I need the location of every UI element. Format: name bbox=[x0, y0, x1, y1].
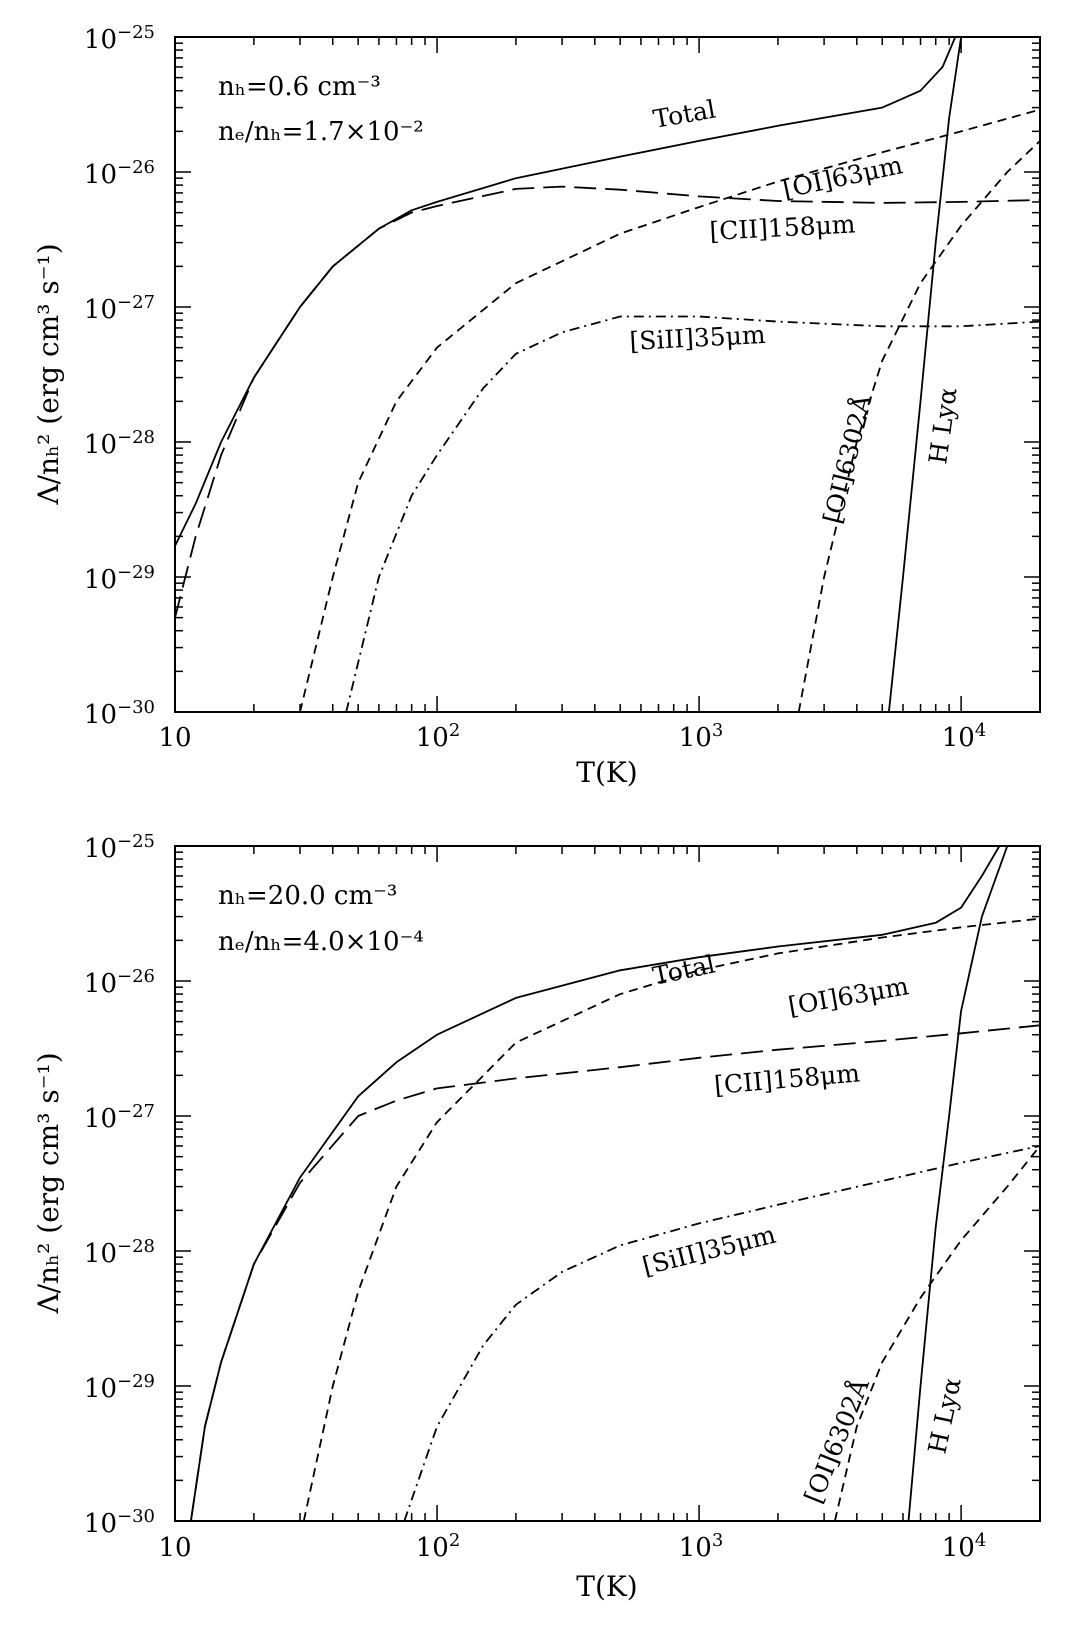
series-line-oi-6302 bbox=[834, 1145, 1040, 1521]
density-annotation: nₕ=20.0 cm⁻³ bbox=[218, 881, 397, 911]
y-tick-exp: −28 bbox=[117, 427, 155, 448]
y-tick-label: 10−26 bbox=[84, 966, 155, 1000]
series-line-siii-35-m bbox=[345, 315, 1040, 712]
x-tick-exp: 4 bbox=[975, 720, 986, 741]
curve-label-oi-63: [OI]63μm bbox=[780, 150, 905, 204]
y-tick-label: 10−27 bbox=[84, 1101, 155, 1135]
y-tick-label: 10−30 bbox=[84, 1506, 155, 1540]
curve-label-h-lya: H Lyα bbox=[923, 1375, 967, 1456]
plot-frame bbox=[174, 36, 1041, 713]
y-tick-exp: −26 bbox=[117, 966, 155, 987]
x-tick-exp: 3 bbox=[712, 1530, 723, 1551]
y-tick-exp: −29 bbox=[117, 1371, 155, 1392]
y-tick-exp: −25 bbox=[117, 831, 155, 852]
x-tick-exp: 4 bbox=[975, 1530, 986, 1551]
x-tick-exp: 2 bbox=[449, 720, 460, 741]
series-line-h-ly bbox=[907, 846, 1009, 1521]
y-tick-exp: −29 bbox=[117, 562, 155, 583]
axis-ticks bbox=[174, 36, 1041, 713]
curve-label-cii-158: [CII]158μm bbox=[709, 209, 857, 246]
y-tick-label: 10−27 bbox=[84, 292, 155, 326]
ionization-annotation: nₑ/nₕ=1.7×10⁻² bbox=[218, 117, 424, 147]
axis-ticks bbox=[174, 845, 1041, 1522]
curve-label-oi-6302: [OI]6302Å bbox=[798, 1373, 875, 1507]
y-axis-label: Λ/nₕ² (erg cm³ s⁻¹) bbox=[32, 243, 65, 505]
x-tick-label: 10 bbox=[158, 1533, 191, 1563]
x-tick-label: 104 bbox=[942, 720, 987, 754]
x-axis-label: T(K) bbox=[576, 756, 637, 789]
series-line-cii-158-m bbox=[190, 1024, 1040, 1521]
y-tick-exp: −25 bbox=[117, 22, 155, 43]
curve-label-oi-6302: [OI]6302Å bbox=[817, 391, 878, 527]
x-tick-exp: 3 bbox=[712, 720, 723, 741]
x-tick-exp: 2 bbox=[449, 1530, 460, 1551]
y-tick-exp: −27 bbox=[117, 292, 155, 313]
curve-label-cii-158: [CII]158μm bbox=[713, 1058, 861, 1100]
y-tick-label: 10−28 bbox=[84, 1236, 155, 1270]
curve-label-oi-63: [OI]63μm bbox=[786, 971, 911, 1021]
series-line-oi-63-m bbox=[302, 917, 1040, 1521]
x-axis-label: T(K) bbox=[576, 1570, 637, 1603]
y-tick-label: 10−25 bbox=[84, 22, 155, 56]
curves bbox=[190, 846, 1040, 1521]
curve-label-siii-35: [SiII]35μm bbox=[639, 1220, 778, 1281]
series-line-h-ly bbox=[888, 37, 962, 712]
y-axis-label: Λ/nₕ² (erg cm³ s⁻¹) bbox=[32, 1052, 65, 1314]
y-tick-label: 10−25 bbox=[84, 831, 155, 865]
y-tick-exp: −30 bbox=[117, 697, 155, 718]
y-tick-label: 10−29 bbox=[84, 1371, 155, 1405]
y-tick-exp: −30 bbox=[117, 1506, 155, 1527]
plot-frame bbox=[174, 845, 1041, 1522]
x-tick-label: 104 bbox=[942, 1530, 987, 1564]
density-annotation: nₕ=0.6 cm⁻³ bbox=[218, 72, 381, 102]
series-line-cii-158-m bbox=[175, 185, 1040, 618]
series-line-oi-6302 bbox=[797, 140, 1040, 712]
y-tick-exp: −28 bbox=[117, 1236, 155, 1257]
x-tick-label: 10 bbox=[158, 723, 191, 753]
y-tick-label: 10−29 bbox=[84, 562, 155, 596]
x-tick-label: 102 bbox=[416, 720, 461, 754]
x-tick-label: 103 bbox=[679, 1530, 724, 1564]
curve-label-total: Total bbox=[650, 949, 717, 990]
curve-label-h-lya: H Lyα bbox=[923, 386, 962, 466]
curve-label-siii-35: [SiII]35μm bbox=[629, 320, 767, 356]
top-panel: 10−25 10−26 10−27 10−28 10−29 10−30 10 1… bbox=[32, 22, 1041, 789]
series-line-total bbox=[175, 37, 957, 547]
curves bbox=[175, 37, 1040, 712]
series-line-siii-35-m bbox=[403, 1145, 1040, 1521]
x-tick-label: 103 bbox=[679, 720, 724, 754]
curve-label-total: Total bbox=[651, 94, 718, 133]
y-tick-label: 10−28 bbox=[84, 427, 155, 461]
y-tick-label: 10−26 bbox=[84, 157, 155, 191]
ionization-annotation: nₑ/nₕ=4.0×10⁻⁴ bbox=[218, 927, 424, 957]
y-tick-exp: −27 bbox=[117, 1101, 155, 1122]
y-tick-label: 10−30 bbox=[84, 697, 155, 731]
x-tick-label: 102 bbox=[416, 1530, 461, 1564]
series-line-oi-63-m bbox=[299, 108, 1040, 712]
y-tick-exp: −26 bbox=[117, 157, 155, 178]
bottom-panel: 10−25 10−26 10−27 10−28 10−29 10−30 10 1… bbox=[32, 831, 1041, 1603]
